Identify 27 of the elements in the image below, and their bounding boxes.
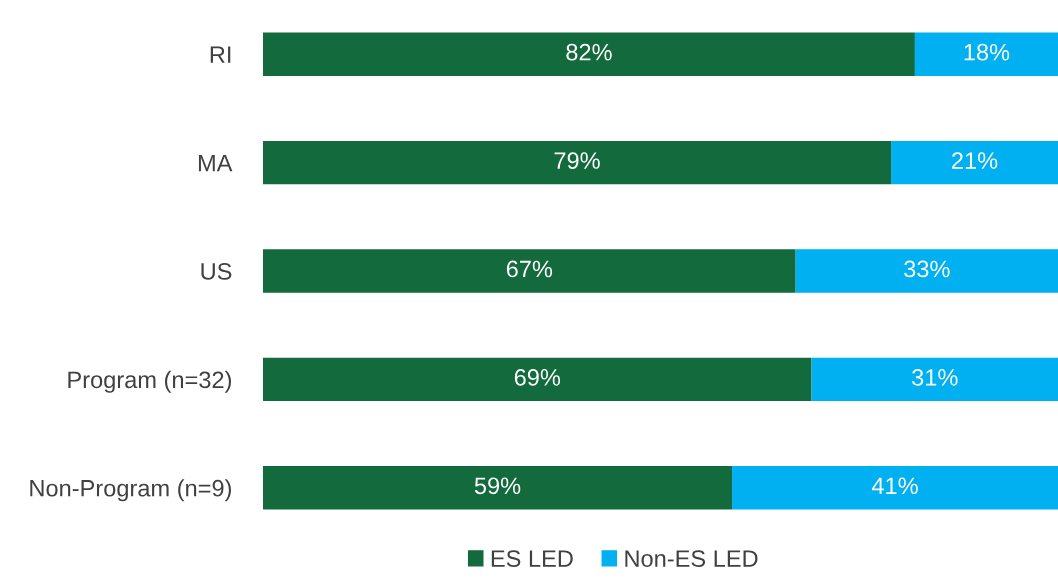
bar <box>263 249 796 293</box>
y-tick-label: Non-Program (n=9) <box>30 479 231 502</box>
data-label: 67% <box>506 260 553 278</box>
bar <box>795 249 1058 293</box>
bar <box>263 140 892 185</box>
data-label: 18% <box>964 43 1010 61</box>
data-label: 21% <box>952 152 998 169</box>
data-label: 82% <box>566 43 612 61</box>
bar <box>811 357 1058 402</box>
legend-label: ES LED <box>491 550 573 567</box>
data-label: 59% <box>474 477 521 495</box>
y-tick-label: US <box>201 263 232 280</box>
bar <box>732 466 1058 510</box>
data-label: 79% <box>554 152 600 169</box>
y-tick-label: Program (n=32) <box>68 370 231 393</box>
data-label: 69% <box>514 369 561 386</box>
bar <box>914 32 1058 76</box>
bar <box>263 357 812 402</box>
y-tick-label: MA <box>198 154 233 172</box>
data-label: 41% <box>871 477 918 495</box>
bar <box>263 466 733 510</box>
bar <box>891 140 1058 185</box>
legend-label: Non-ES LED <box>625 550 758 567</box>
data-label: 33% <box>904 260 950 278</box>
bar <box>263 32 915 76</box>
data-label: 31% <box>912 369 958 386</box>
y-tick-label: RI <box>210 46 231 63</box>
